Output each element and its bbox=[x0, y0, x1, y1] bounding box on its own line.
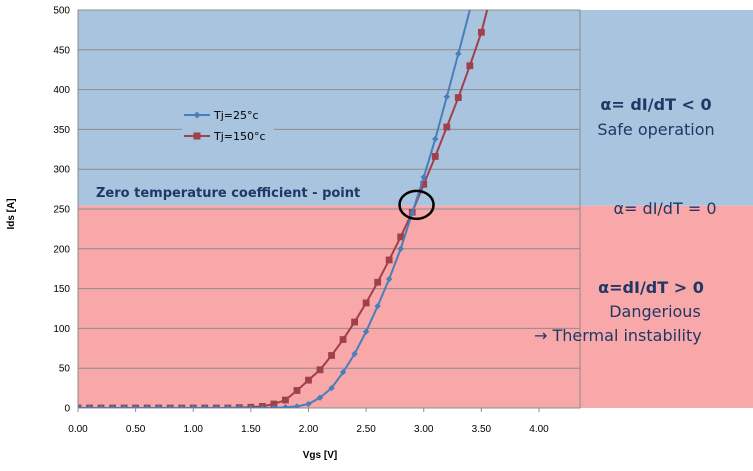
series-0-point-31 bbox=[432, 135, 439, 143]
series-0-point-27 bbox=[385, 275, 393, 283]
y-tick-label-3: 150 bbox=[53, 284, 70, 295]
legend-marker-0 bbox=[193, 111, 201, 119]
series-0-point-18 bbox=[282, 404, 289, 408]
series-0-point-2 bbox=[97, 404, 105, 408]
series-0-point-13 bbox=[224, 404, 232, 408]
y-tick-label-9: 450 bbox=[53, 45, 70, 56]
legend-label-1: Tj=150°c bbox=[213, 130, 266, 143]
y-axis-label: Ids [A] bbox=[6, 198, 17, 229]
ztc-label: Zero temperature coefficient - point bbox=[96, 186, 360, 201]
legend-box bbox=[182, 99, 274, 149]
series-1-point-34 bbox=[466, 62, 474, 70]
series-1-point-28 bbox=[397, 233, 405, 241]
y-tick-label-0: 0 bbox=[64, 404, 70, 415]
series-0-point-10 bbox=[190, 404, 197, 408]
danger-text2: → Thermal instability bbox=[534, 326, 702, 345]
x-tick-label-7: 3.50 bbox=[472, 424, 492, 435]
series-0-point-15 bbox=[247, 404, 255, 408]
series-0-point-4 bbox=[120, 404, 128, 408]
series-1-point-25 bbox=[362, 299, 370, 307]
y-tick-label-10: 500 bbox=[53, 6, 70, 17]
series-0-point-11 bbox=[201, 404, 208, 408]
series-0-point-5 bbox=[132, 404, 139, 408]
x-tick-label-5: 2.50 bbox=[356, 424, 376, 435]
y-tick-label-1: 50 bbox=[59, 364, 71, 375]
series-0-point-24 bbox=[351, 350, 358, 358]
series-1-point-35 bbox=[477, 28, 485, 36]
series-1-point-32 bbox=[443, 123, 451, 131]
x-tick-label-3: 1.50 bbox=[241, 424, 261, 435]
x-tick-label-1: 0.50 bbox=[126, 424, 146, 435]
region-band-1 bbox=[78, 205, 753, 408]
series-1-point-0 bbox=[78, 404, 82, 408]
series-1-point-17 bbox=[270, 400, 278, 408]
series-0-point-20 bbox=[305, 400, 312, 408]
x-tick-label-2: 1.00 bbox=[184, 424, 204, 435]
series-0-point-23 bbox=[339, 368, 347, 376]
series-0-point-16 bbox=[259, 404, 266, 408]
x-axis-label: Vgs [V] bbox=[303, 450, 337, 461]
danger-text: Dangerious bbox=[609, 302, 701, 321]
series-0-point-29 bbox=[409, 209, 416, 217]
series-0-point-9 bbox=[178, 404, 185, 408]
zero-formula: α= dI/dT = 0 bbox=[614, 199, 717, 218]
series-1-point-27 bbox=[385, 256, 393, 264]
series-1-point-23 bbox=[339, 336, 347, 343]
series-0-point-0 bbox=[78, 404, 82, 408]
safe-text: Safe operation bbox=[597, 120, 714, 139]
legend-marker-1 bbox=[193, 132, 201, 140]
x-tick-label-0: 0.00 bbox=[68, 424, 88, 435]
safe-formula: α= dI/dT < 0 bbox=[600, 95, 711, 114]
x-tick-label-6: 3.00 bbox=[414, 424, 434, 435]
danger-formula: α=dI/dT > 0 bbox=[598, 278, 704, 297]
series-0-point-12 bbox=[213, 404, 220, 408]
series-0-point-26 bbox=[374, 302, 381, 310]
series-0-point-22 bbox=[328, 384, 335, 392]
y-tick-label-2: 100 bbox=[53, 324, 70, 335]
series-1-point-20 bbox=[305, 376, 312, 384]
series-1-point-18 bbox=[282, 396, 289, 404]
x-tick-label-8: 4.00 bbox=[529, 424, 549, 435]
series-0-point-30 bbox=[420, 173, 427, 181]
series-0-point-28 bbox=[397, 245, 404, 252]
series-1-point-19 bbox=[293, 387, 301, 394]
series-0-point-19 bbox=[293, 403, 301, 408]
series-0-point-32 bbox=[443, 93, 450, 100]
legend-label-0: Tj=25°c bbox=[213, 109, 259, 122]
series-0-point-25 bbox=[362, 328, 370, 335]
series-0-point-21 bbox=[316, 394, 324, 401]
series-1-point-22 bbox=[328, 352, 335, 359]
zero-tc-circle bbox=[398, 189, 435, 221]
series-1-point-21 bbox=[316, 366, 324, 374]
series-1-point-24 bbox=[351, 318, 358, 326]
series-0-point-7 bbox=[155, 404, 162, 408]
series-0-point-8 bbox=[167, 404, 174, 408]
y-tick-label-4: 200 bbox=[53, 244, 70, 255]
series-1-point-26 bbox=[374, 278, 382, 286]
series-0-point-1 bbox=[86, 404, 93, 408]
series-1-point-31 bbox=[431, 153, 439, 160]
y-tick-label-7: 350 bbox=[53, 125, 70, 136]
series-0-point-6 bbox=[143, 404, 151, 408]
series-0-point-14 bbox=[236, 404, 243, 408]
series-0-point-3 bbox=[109, 404, 116, 408]
series-0 bbox=[78, 10, 471, 408]
series-0-point-17 bbox=[270, 404, 278, 408]
x-tick-label-4: 2.00 bbox=[299, 424, 319, 435]
y-tick-label-6: 300 bbox=[53, 165, 70, 176]
series-line-0 bbox=[78, 10, 471, 408]
series-1-point-33 bbox=[454, 94, 462, 101]
y-tick-label-8: 400 bbox=[53, 85, 70, 96]
y-tick-label-5: 250 bbox=[53, 205, 70, 216]
series-1-point-30 bbox=[420, 180, 428, 188]
series-0-point-33 bbox=[455, 50, 462, 57]
